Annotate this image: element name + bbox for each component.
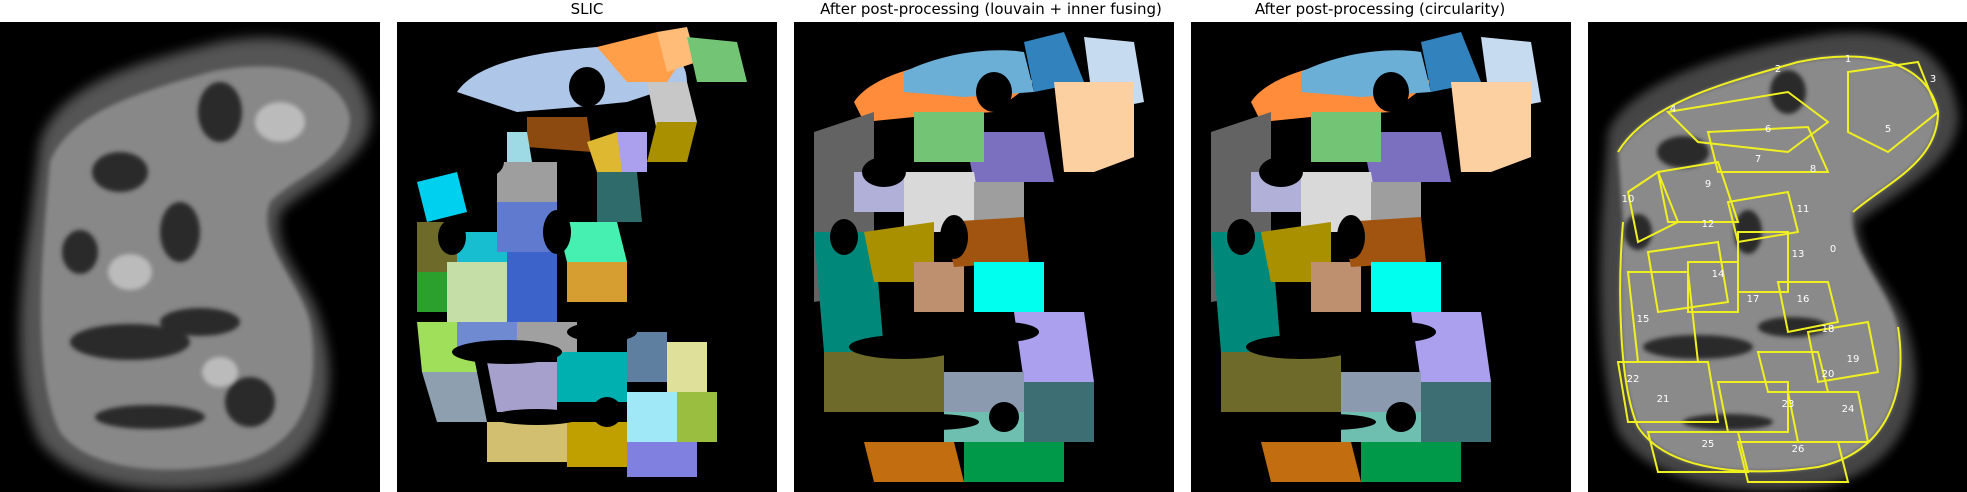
segment-label: 14 (1712, 269, 1725, 280)
segment-label: 6 (1765, 124, 1771, 135)
segment-label: 20 (1822, 369, 1835, 380)
segment-label: 3 (1930, 74, 1936, 85)
panel-circularity (1191, 22, 1571, 492)
original-image (20, 37, 371, 490)
panel-louvain (794, 22, 1174, 492)
segment-label: 26 (1792, 444, 1805, 455)
panel-slic (397, 22, 777, 492)
segment-label: 8 (1810, 164, 1816, 175)
segment-label: 1 (1845, 54, 1851, 65)
panel-original-image (0, 22, 380, 492)
louvain-segmentation (814, 32, 1174, 492)
segment-label: 4 (1670, 104, 1676, 115)
panel-outlines: 1 2 3 4 5 6 7 8 9 10 11 12 13 0 14 15 16 17 18 19 20 21 22 23 24… (1588, 22, 1967, 492)
segment-label: 2 (1775, 64, 1781, 75)
segment-label: 13 (1792, 249, 1805, 260)
segment-label: 17 (1747, 294, 1760, 305)
panel-title-slic: SLIC (570, 0, 604, 18)
segment-label: 19 (1847, 354, 1860, 365)
segment-label: 5 (1885, 124, 1891, 135)
panel-title-circularity: After post-processing (circularity) (1254, 0, 1506, 18)
slic-segmentation (417, 27, 777, 492)
segment-label: 23 (1782, 399, 1795, 410)
segment-label: 9 (1705, 179, 1711, 190)
segment-label: 25 (1702, 439, 1715, 450)
segment-label: 24 (1842, 404, 1855, 415)
segment-label: 0 (1830, 244, 1836, 255)
segment-label: 21 (1657, 394, 1670, 405)
segment-label: 7 (1755, 154, 1761, 165)
circularity-segmentation (1211, 32, 1571, 492)
segment-label: 11 (1797, 204, 1810, 215)
segment-label: 18 (1822, 324, 1835, 335)
segment-label: 12 (1702, 219, 1715, 230)
segment-label: 16 (1797, 294, 1810, 305)
segment-label: 15 (1637, 314, 1650, 325)
panel-title-louvain: After post-processing (louvain + inner f… (820, 0, 1162, 18)
segment-label: 10 (1622, 194, 1635, 205)
segment-label: 22 (1627, 374, 1640, 385)
